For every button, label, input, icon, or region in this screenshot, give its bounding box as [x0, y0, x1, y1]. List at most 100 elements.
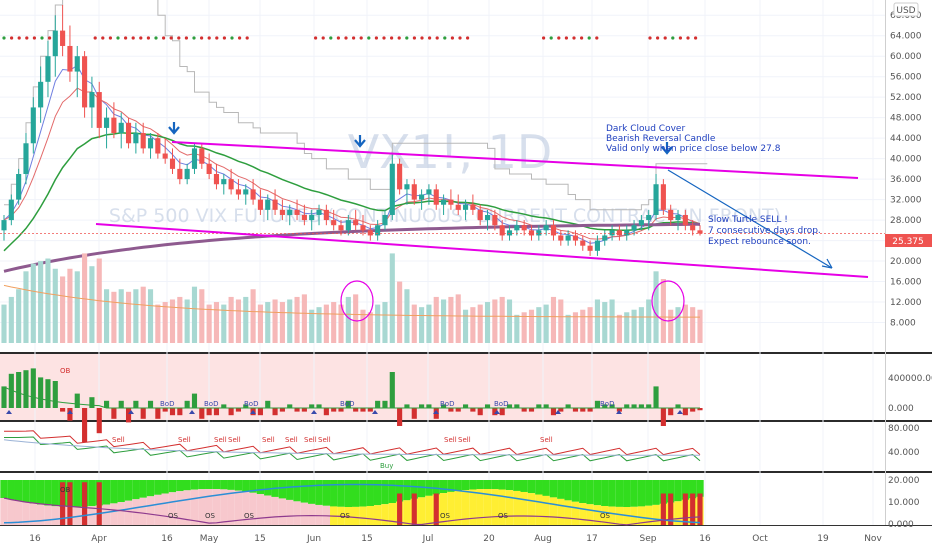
- osc-bar: [367, 408, 373, 412]
- zone-lower: [601, 506, 609, 525]
- signal-dot: [314, 36, 318, 40]
- down-arrow-2: [661, 142, 673, 155]
- os-label: OS: [168, 512, 179, 520]
- sell-label: Sell: [112, 436, 125, 444]
- time-tick-label: Jul: [422, 534, 434, 544]
- signal-dot: [200, 36, 204, 40]
- osc-bar: [287, 404, 293, 408]
- candle-body: [528, 230, 535, 236]
- bottom-tick-label: 0.000: [888, 520, 914, 530]
- zone-green: [234, 480, 243, 491]
- candle-body: [294, 209, 300, 215]
- osc-bar: [235, 408, 242, 412]
- zone-lower: [344, 506, 352, 525]
- volume-bar: [338, 304, 344, 343]
- zone-green: [579, 480, 587, 504]
- buy-triangle: [189, 410, 195, 414]
- volume-bar: [360, 309, 366, 343]
- zone-green: [242, 480, 250, 492]
- osc-bar: [169, 408, 176, 416]
- zone-green: [615, 480, 624, 507]
- volume-bar: [191, 286, 198, 343]
- osc-bar: [411, 408, 417, 419]
- signal-dot: [458, 36, 462, 40]
- signal-dot: [215, 36, 219, 40]
- sell-label: Sell: [262, 436, 275, 444]
- zone-lower: [571, 501, 580, 525]
- candle-body: [213, 174, 220, 185]
- zone-lower: [586, 504, 594, 525]
- panel-separator-2: [0, 471, 932, 473]
- signal-dot: [382, 36, 386, 40]
- signal-dot: [131, 36, 135, 40]
- candle-body: [125, 122, 132, 144]
- signal-dot: [450, 36, 454, 40]
- signal-dot: [390, 36, 394, 40]
- zone-lower: [359, 506, 367, 525]
- osc-bar: [506, 404, 513, 408]
- zone-green: [205, 480, 213, 490]
- time-tick-label: 20: [483, 534, 495, 544]
- osc-bar: [16, 372, 22, 408]
- zone-green: [557, 480, 565, 499]
- zone-lower: [483, 489, 492, 525]
- osc-bar: [206, 408, 212, 416]
- rsi-tick-label: 40.000: [888, 448, 920, 458]
- price-tick-label: 56.000: [890, 73, 922, 83]
- bottom-bar: [697, 493, 703, 525]
- volume-bar: [411, 304, 417, 343]
- zone-green: [102, 480, 111, 505]
- price-tick-label: 36.000: [890, 175, 922, 185]
- osc-bar: [580, 408, 586, 412]
- zone-lower: [44, 505, 52, 525]
- candle-body: [565, 235, 571, 241]
- signal-dot: [374, 36, 378, 40]
- zone-green: [315, 480, 323, 505]
- watermark-symbol: VX1!, 1D: [348, 125, 553, 179]
- volume-bar: [550, 296, 557, 343]
- volume-bar: [118, 289, 124, 343]
- zone-green: [29, 480, 37, 504]
- candle-body: [199, 148, 205, 164]
- volume-bar: [668, 309, 674, 343]
- rsi-tick-label: 80.000: [888, 424, 920, 434]
- time-tick-label: 16: [161, 534, 173, 544]
- volume-bar: [638, 307, 644, 343]
- candle-body: [96, 92, 102, 128]
- zone-green: [498, 480, 506, 490]
- volume-bar: [455, 294, 461, 343]
- buy-triangle: [6, 410, 12, 414]
- signal-dot: [139, 36, 143, 40]
- volume-bar: [199, 289, 205, 343]
- osc-bar: [521, 408, 527, 412]
- signal-dot: [678, 36, 683, 40]
- candle-body: [353, 220, 359, 226]
- panel-separator-0: [0, 352, 932, 354]
- zone-lower: [352, 506, 360, 525]
- zone-green: [447, 480, 455, 492]
- osc-bar: [265, 400, 271, 408]
- zone-green: [373, 480, 382, 506]
- zone-lower: [381, 504, 389, 525]
- price-tick-label: 40.000: [890, 155, 922, 165]
- ob-label: OB: [60, 367, 71, 375]
- volume-bar: [441, 299, 447, 343]
- time-tick-label: Oct: [752, 534, 768, 544]
- volume-bar: [558, 299, 564, 343]
- zone-lower: [300, 502, 309, 525]
- zone-lower: [88, 506, 96, 525]
- signal-dot: [192, 36, 196, 40]
- zone-green: [73, 480, 81, 507]
- zone-green: [293, 480, 301, 502]
- volume-bar: [682, 304, 688, 343]
- volume-bar: [375, 304, 381, 343]
- zone-green: [454, 480, 462, 491]
- osc-bar: [272, 408, 278, 416]
- signal-dot: [124, 36, 128, 40]
- signal-dot: [686, 36, 690, 40]
- osc-bar: [309, 404, 315, 408]
- zone-lower: [36, 504, 45, 525]
- signal-dot: [2, 36, 6, 40]
- zone-lower: [608, 506, 616, 525]
